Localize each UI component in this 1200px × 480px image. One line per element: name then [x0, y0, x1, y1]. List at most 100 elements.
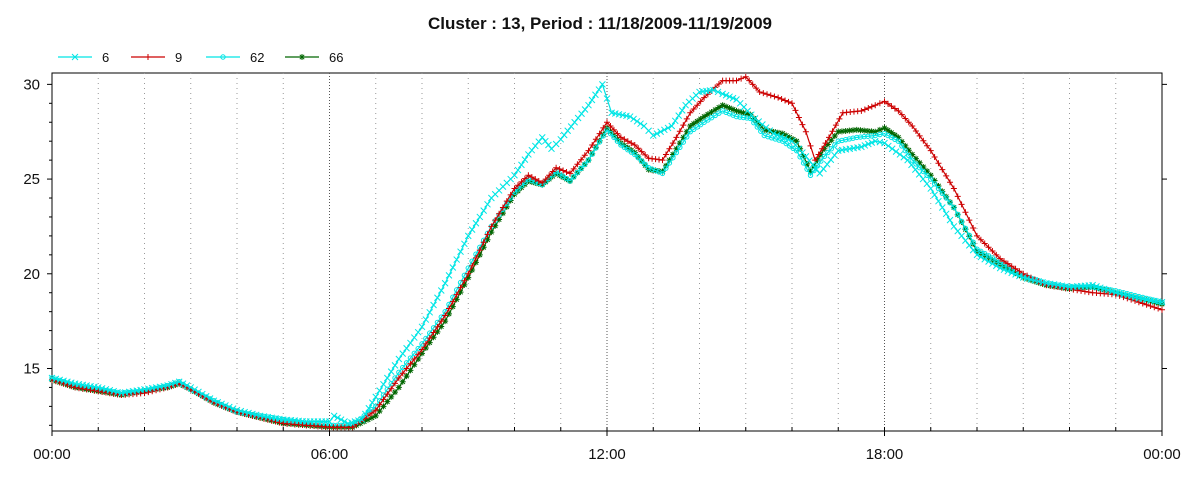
- series-point-6: [560, 131, 568, 139]
- series-point-66: [1101, 286, 1108, 293]
- series-point-9: [484, 231, 491, 238]
- series-point-9: [760, 90, 767, 97]
- series-point-62: [415, 345, 421, 352]
- series-point-66: [730, 106, 737, 113]
- series-point-66: [546, 176, 553, 183]
- series-point-6: [564, 127, 572, 135]
- series-point-9: [902, 115, 909, 122]
- x-tick-label: 00:00: [33, 446, 71, 463]
- series-point-6: [168, 380, 175, 388]
- series-point-9: [578, 156, 585, 163]
- series-point-9: [472, 254, 479, 261]
- x-tick-label: 12:00: [588, 446, 626, 463]
- series-point-9: [395, 374, 402, 381]
- series-point-62: [947, 200, 953, 206]
- series-point-9: [570, 165, 577, 172]
- series-point-66: [697, 115, 704, 122]
- series-point-6: [581, 106, 589, 113]
- series-point-66: [850, 127, 857, 134]
- series-point-62: [716, 110, 722, 116]
- series-point-9: [624, 138, 631, 145]
- series-point-62: [850, 135, 856, 141]
- series-point-62: [604, 127, 610, 133]
- series-point-9: [145, 389, 152, 396]
- series-point-9: [742, 73, 749, 80]
- series-point-9: [518, 178, 525, 185]
- series-point-6: [675, 112, 683, 119]
- series-point-62: [902, 147, 909, 154]
- series-point-9: [659, 157, 666, 164]
- series-point-66: [842, 127, 849, 134]
- series-point-9: [411, 356, 418, 363]
- series-point-9: [888, 103, 895, 110]
- series-point-6: [585, 101, 592, 109]
- series-point-66: [943, 193, 950, 200]
- series-point-9: [997, 255, 1004, 262]
- series-point-66: [790, 136, 797, 143]
- series-point-6: [722, 91, 730, 99]
- series-point-62: [935, 185, 942, 192]
- series-point-66: [453, 296, 460, 303]
- series-point-66: [600, 131, 607, 138]
- series-point-9: [1012, 265, 1019, 272]
- series-point-9: [771, 93, 778, 100]
- series-point-66: [442, 318, 449, 325]
- series-point-9: [549, 168, 556, 175]
- series-point-66: [399, 378, 406, 385]
- series-point-9: [815, 151, 822, 158]
- series-point-9: [829, 128, 836, 135]
- series-point-62: [461, 272, 468, 279]
- series-point-66: [683, 128, 690, 135]
- series-point-6: [1039, 278, 1046, 286]
- series-point-9: [799, 121, 806, 128]
- series-point-9: [546, 172, 553, 179]
- series-point-6: [372, 393, 380, 401]
- series-point-6: [1131, 294, 1139, 301]
- legend-label-9: 9: [175, 50, 182, 65]
- series-point-9: [993, 251, 1000, 258]
- series-point-6: [179, 380, 187, 387]
- series-point-6: [896, 151, 904, 158]
- series-point-9: [1143, 301, 1150, 308]
- series-point-9: [881, 98, 888, 105]
- series-point-6: [525, 151, 532, 158]
- series-point-9: [954, 193, 961, 200]
- series-point-66: [687, 123, 694, 130]
- series-point-62: [943, 195, 949, 201]
- series-point-6: [653, 130, 661, 137]
- series-point-9: [694, 102, 701, 109]
- series-point-66: [680, 134, 687, 141]
- series-point-9: [1016, 268, 1023, 275]
- series-point-66: [666, 157, 673, 164]
- series-point-9: [795, 114, 802, 121]
- series-point-9: [673, 134, 680, 141]
- series-point-66: [465, 274, 472, 281]
- series-point-9: [469, 262, 476, 269]
- series-point-66: [656, 168, 663, 175]
- series-point-6: [668, 122, 676, 130]
- series-point-6: [380, 380, 387, 388]
- series-point-6: [187, 384, 195, 391]
- series-point-6: [888, 145, 896, 153]
- series-point-6: [858, 143, 865, 151]
- series-point-62: [920, 168, 927, 175]
- series-point-66: [804, 160, 811, 167]
- series-point-9: [680, 122, 687, 129]
- series-point-62: [913, 161, 919, 167]
- series-point-62: [611, 134, 617, 141]
- series-point-6: [812, 165, 820, 173]
- y-tick-label: 25: [23, 171, 40, 188]
- series-point-9: [792, 107, 799, 114]
- series-point-9: [1008, 263, 1015, 270]
- series-point-66: [726, 105, 733, 112]
- series-point-9: [380, 396, 387, 403]
- series-point-9: [638, 148, 645, 155]
- series-point-6: [784, 136, 792, 144]
- series-point-9: [511, 185, 518, 192]
- series-point-6: [484, 200, 491, 208]
- series-point-6: [1116, 290, 1123, 298]
- series-point-6: [773, 131, 781, 139]
- series-point-62: [989, 255, 996, 261]
- series-point-6: [330, 412, 338, 420]
